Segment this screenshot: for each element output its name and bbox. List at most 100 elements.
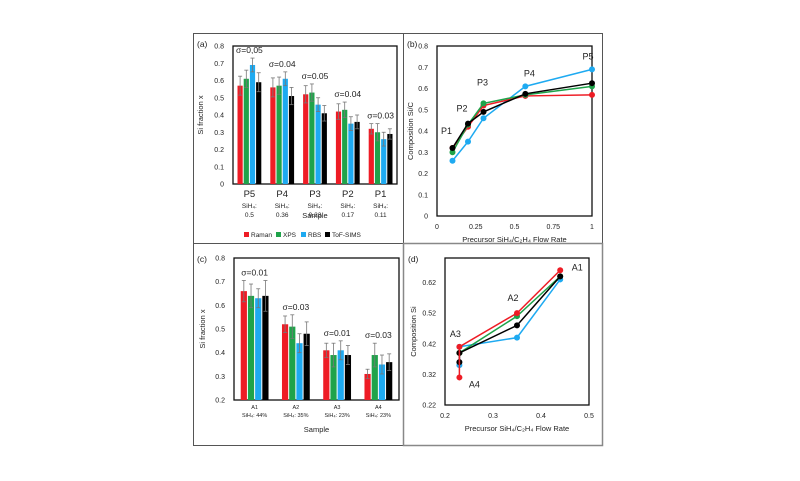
category-label: P5 — [244, 189, 256, 200]
point-label: P3 — [477, 77, 488, 87]
bar-xps-a2 — [289, 326, 296, 400]
y-tick-label: 0.3 — [214, 130, 224, 137]
sigma-annotation: σ=0.03 — [365, 330, 392, 340]
y-tick-label: 0.7 — [214, 61, 224, 68]
panel-label: (d) — [408, 254, 419, 264]
data-point-rbs — [514, 334, 520, 341]
category-label: P2 — [342, 189, 354, 200]
legend-label-rbs: RBS — [308, 232, 322, 239]
legend-swatch-tof-sims — [325, 232, 330, 237]
category-label: A3 — [334, 405, 341, 411]
y-axis-label: Composition Si/C — [406, 101, 415, 160]
data-point-tof-sims — [449, 145, 456, 151]
legend-label-raman: Raman — [251, 232, 272, 239]
bar-tof-sims-p1 — [387, 133, 393, 184]
bar-raman-p2 — [335, 111, 342, 184]
category-sublabel: SiH₄: 44% — [242, 413, 267, 419]
sigma-annotation: σ=0.01 — [324, 328, 351, 338]
y-tick-label: 0.8 — [214, 44, 224, 51]
sigma-annotation: σ=0.03 — [282, 302, 309, 312]
y-tick-label: 0.1 — [214, 164, 224, 171]
legend-swatch-raman — [244, 232, 249, 237]
bar-xps-p2 — [342, 109, 348, 184]
category-label: A2 — [293, 405, 300, 411]
x-axis-label: Sample — [302, 211, 327, 220]
panel-a: 0 0.1 0.2 0.3 0.4 0.5 0.6 0.7 0.8 Si fraction x (a… — [196, 39, 398, 239]
data-point-rbs — [522, 83, 529, 90]
series-line-raman — [458, 269, 561, 378]
data-point-tof-sims — [522, 90, 529, 97]
data-point-raman — [557, 267, 564, 274]
point-label: A2 — [507, 293, 518, 303]
bar-tof-sims-p2 — [354, 121, 360, 184]
x-tick-label: 0 — [435, 224, 439, 231]
category-sublabel: 0.36 — [276, 212, 289, 219]
category-sublabel: 0.11 — [375, 212, 388, 219]
data-point-rbs — [589, 66, 595, 73]
y-tick-label: 0.4 — [418, 129, 428, 136]
sigma-annotation: σ=0.04 — [269, 59, 296, 69]
category-sublabel: SiH₄: 23% — [366, 413, 391, 419]
y-tick-label: 0.6 — [418, 86, 428, 93]
category-label: A1 — [251, 405, 258, 411]
x-tick-label: 0.4 — [536, 413, 546, 420]
y-tick-label: 0.5 — [214, 95, 224, 102]
series-line-xps — [458, 275, 561, 354]
point-label: P2 — [456, 104, 467, 114]
x-tick-label: 0.3 — [488, 413, 498, 420]
bar-rbs-a2 — [296, 343, 303, 400]
bar-xps-p1 — [374, 132, 381, 184]
data-point-rbs — [465, 138, 471, 145]
category-sublabel: 0.5 — [245, 212, 254, 219]
y-tick-label: 0.42 — [422, 341, 436, 348]
legend-label-tof-sims: ToF-SIMS — [332, 232, 362, 239]
bar-rbs-p4 — [282, 78, 288, 184]
bar-rbs-a1 — [255, 298, 262, 400]
y-tick-label: 0.3 — [418, 150, 428, 157]
category-sublabel: SiH₄: — [373, 203, 388, 210]
panel-b: 0 0.1 0.2 0.3 0.4 0.5 0.6 0.7 0.8 Composition Si/… — [406, 39, 595, 244]
bar-rbs-p5 — [249, 64, 256, 184]
data-point-raman — [589, 91, 595, 98]
category-sublabel: SiH₄: 35% — [283, 413, 308, 419]
legend-swatch-rbs — [301, 232, 306, 237]
data-point-tof-sims — [589, 80, 595, 87]
plot-area — [436, 45, 593, 217]
x-axis-label: Sample — [304, 425, 329, 434]
x-tick-label: 0.25 — [469, 224, 483, 231]
category-label: P3 — [309, 189, 321, 200]
bar-raman-p5 — [237, 85, 243, 184]
bar-tof-sims-a4 — [386, 362, 393, 400]
x-axis-label: Precursor SiH₄/C₂H₄ Flow Rate — [465, 424, 569, 433]
category-sublabel: SiH₄: — [308, 203, 323, 210]
panel-d: 0.22 0.32 0.42 0.52 0.62 Composition Si (d) 0.2… — [408, 254, 594, 433]
bar-xps-a3 — [330, 355, 337, 400]
legend-label-xps: XPS — [283, 232, 297, 239]
point-label: P4 — [524, 68, 535, 78]
bar-raman-a4 — [364, 373, 371, 400]
panel-frame-d — [402, 242, 604, 447]
y-axis-label: Si fraction x — [196, 95, 205, 134]
bar-xps-p5 — [243, 78, 249, 184]
plot-area — [232, 45, 398, 185]
category-label: P1 — [375, 189, 387, 200]
series-line-tof-sims — [458, 275, 561, 363]
data-point-tof-sims — [465, 120, 471, 127]
y-tick-label: 0.5 — [215, 327, 225, 334]
data-point-tof-sims — [480, 108, 487, 115]
y-tick-label: 0.6 — [214, 78, 224, 85]
point-label: A3 — [450, 329, 461, 339]
point-label: A1 — [572, 262, 583, 272]
category-sublabel: 0.17 — [341, 212, 354, 219]
bar-raman-p4 — [270, 87, 276, 184]
x-tick-label: 0.5 — [510, 224, 520, 231]
bar-xps-p4 — [276, 85, 282, 184]
data-point-raman — [456, 343, 463, 350]
x-axis-label: Precursor SiH₄/C₂H₄ Flow Rate — [462, 235, 566, 244]
legend-swatch-xps — [276, 232, 281, 237]
panel-label: (b) — [407, 39, 418, 49]
bar-xps-p3 — [309, 92, 315, 184]
bar-rbs-p2 — [348, 123, 354, 184]
point-label: P5 — [582, 51, 593, 61]
